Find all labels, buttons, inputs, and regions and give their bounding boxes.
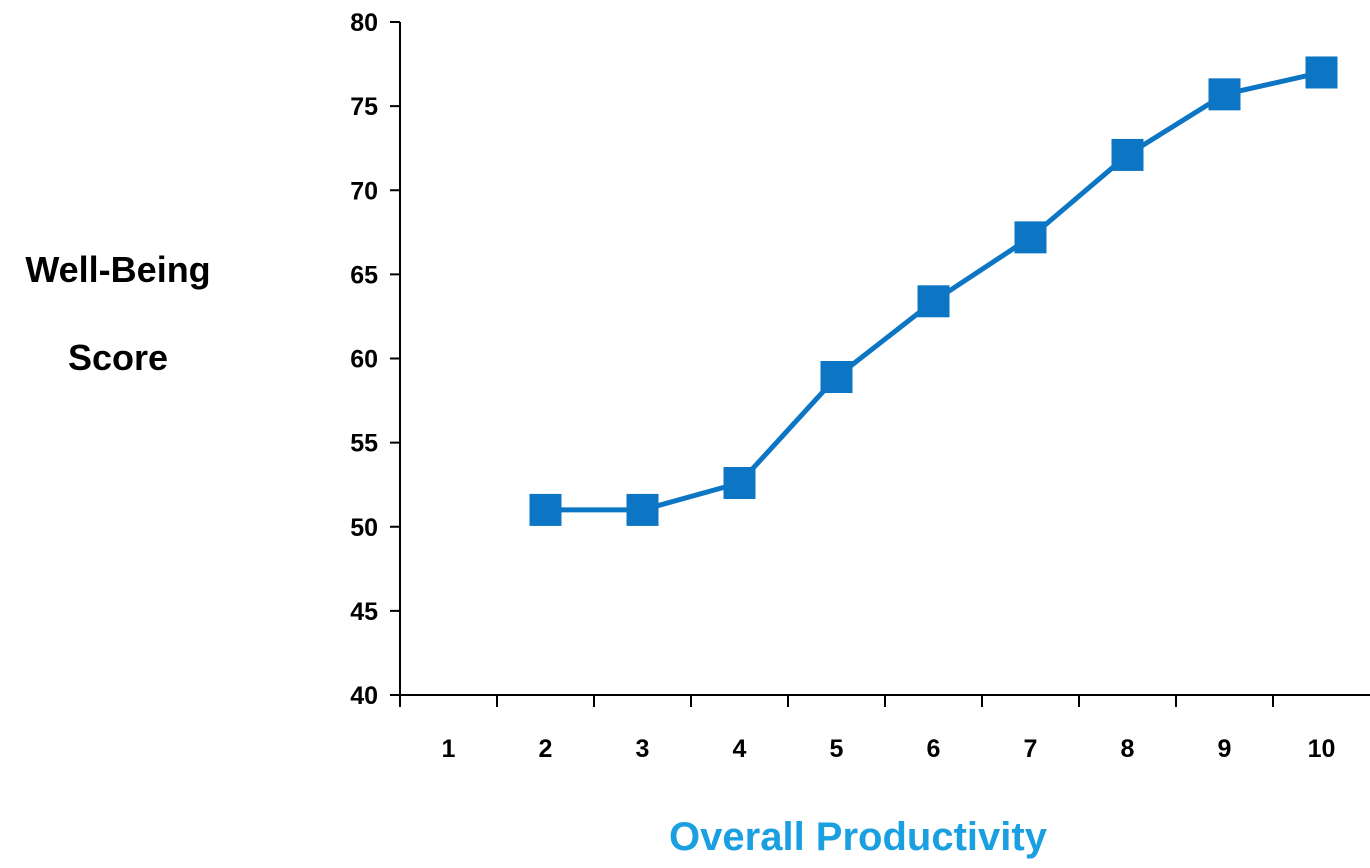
data-point-marker: [626, 493, 659, 526]
y-tick-label: 70: [350, 177, 378, 205]
x-tick-label: 9: [1218, 735, 1232, 763]
data-point-marker: [1208, 78, 1241, 111]
y-axis-title-line-1: Well-Being: [25, 249, 210, 290]
x-tick-label: 10: [1308, 735, 1336, 763]
data-point-marker: [1014, 221, 1047, 254]
x-tick-label: 1: [442, 735, 456, 763]
y-tick-label: 45: [350, 598, 378, 626]
y-tick-label: 40: [350, 682, 378, 710]
x-tick-label: 3: [636, 735, 650, 763]
data-point-marker: [1305, 56, 1338, 89]
x-axis-title: Overall Productivity: [669, 815, 1048, 859]
data-point-marker: [1111, 138, 1144, 171]
data-point-marker: [917, 285, 950, 318]
y-axis-title-line-2: Score: [68, 337, 168, 378]
y-axis: 40 45 50 55 60 65 70 75 80: [350, 9, 401, 710]
y-tick-label: 75: [350, 93, 378, 121]
x-tick-label: 8: [1121, 735, 1135, 763]
data-point-marker: [820, 361, 853, 394]
y-tick-label: 55: [350, 430, 378, 458]
x-tick-label: 4: [733, 735, 747, 763]
y-tick-label: 50: [350, 514, 378, 542]
y-tick-label: 80: [350, 9, 378, 37]
x-tick-label: 2: [539, 735, 553, 763]
x-tick-label: 6: [927, 735, 941, 763]
series-group: [529, 56, 1338, 526]
x-tick-label: 7: [1024, 735, 1038, 763]
data-point-marker: [723, 467, 756, 500]
y-tick-label: 65: [350, 261, 378, 289]
x-axis: 1 2 3 4 5 6 7 8 9 10: [399, 694, 1370, 763]
data-point-marker: [529, 493, 562, 526]
x-tick-label: 5: [830, 735, 844, 763]
y-tick-label: 60: [350, 346, 378, 374]
